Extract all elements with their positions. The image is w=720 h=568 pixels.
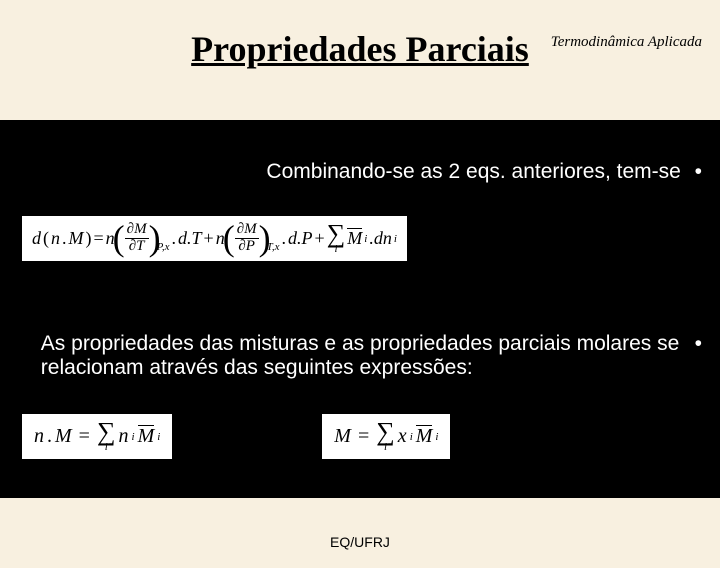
m: M	[134, 221, 147, 237]
dot: .	[62, 228, 67, 249]
mi2: M	[138, 425, 155, 447]
dP: d.P	[288, 228, 313, 249]
paren-group-2: ∂M ∂P	[227, 222, 267, 255]
content-panel: Combinando-se as 2 eqs. anteriores, tem-…	[0, 120, 720, 498]
bullet-dot-2: •	[695, 332, 702, 356]
footer-label: EQ/UFRJ	[0, 534, 720, 550]
dot3: .	[282, 228, 287, 249]
plus1: +	[204, 228, 214, 249]
xi: x	[398, 425, 407, 448]
ni: n	[119, 425, 129, 448]
partial: ∂	[127, 221, 134, 237]
partial4: ∂	[238, 238, 245, 254]
Mbar2: M	[138, 425, 155, 448]
bullet-line-2: As propriedades das misturas e as propri…	[0, 332, 720, 380]
formula-row: n . M = ∑ i ni Mi M = ∑ i xi Mi	[22, 414, 450, 459]
sum-3: ∑ i	[376, 420, 395, 453]
Mbar: M	[347, 228, 362, 249]
M4: M	[55, 425, 72, 448]
sub-ni: i	[132, 431, 135, 443]
sum-1: ∑ i	[327, 222, 346, 255]
course-header: Termodinâmica Aplicada	[551, 34, 702, 51]
paren-group-1: ∂M ∂T	[117, 222, 157, 255]
sum-i3: i	[384, 443, 387, 453]
lparen: (	[43, 228, 49, 249]
n4: n	[34, 425, 44, 448]
bullet-line-1: Combinando-se as 2 eqs. anteriores, tem-…	[0, 160, 720, 184]
sub-i: i	[364, 233, 367, 245]
sub-mi2: i	[157, 431, 160, 443]
formula-2: n . M = ∑ i ni Mi	[22, 414, 172, 459]
Mbar3: M	[416, 425, 433, 448]
sum-i: i	[334, 245, 337, 255]
m2: M	[244, 221, 257, 237]
bullet-dot: •	[695, 160, 702, 183]
line2-text: As propriedades das misturas e as propri…	[41, 332, 681, 380]
mi3: M	[416, 425, 433, 447]
p: P	[246, 238, 255, 254]
math-d: d	[32, 228, 41, 249]
eq: =	[94, 228, 104, 249]
formula-1: d ( n . M ) = n ∂M ∂T P,x . d.T + n ∂M ∂…	[22, 216, 407, 261]
formula-3: M = ∑ i xi Mi	[322, 414, 450, 459]
math-n: n	[51, 228, 60, 249]
sum-i2: i	[105, 443, 108, 453]
sub-mi3: i	[435, 431, 438, 443]
t: T	[136, 238, 144, 254]
dot2: .	[172, 228, 177, 249]
math-M: M	[69, 228, 84, 249]
partial3: ∂	[237, 221, 244, 237]
eq2: =	[79, 425, 90, 448]
sub-xi: i	[410, 431, 413, 443]
eq3: =	[358, 425, 369, 448]
frac-2: ∂M ∂P	[235, 222, 259, 255]
dni: .dn	[369, 228, 392, 249]
mi: M	[347, 228, 362, 248]
rparen: )	[86, 228, 92, 249]
dot4: .	[47, 425, 52, 448]
plus2: +	[315, 228, 325, 249]
sub-i2: i	[394, 233, 397, 245]
frac-1: ∂M ∂T	[125, 222, 149, 255]
M5: M	[334, 425, 351, 448]
line1-text: Combinando-se as 2 eqs. anteriores, tem-…	[266, 160, 680, 183]
sum-2: ∑ i	[97, 420, 116, 453]
dT: d.T	[178, 228, 202, 249]
